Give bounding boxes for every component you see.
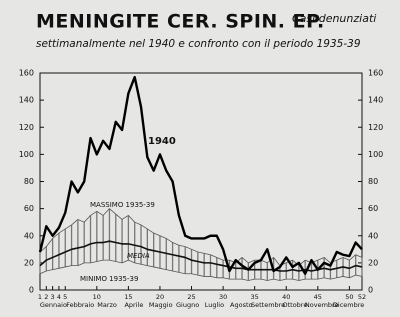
chart-title: MENINGITE CER. SPIN. EP.: [36, 11, 325, 33]
x-tick-label: 35: [251, 293, 259, 301]
series-1940-line: [38, 75, 363, 275]
series-label: 1940: [148, 136, 176, 147]
month-label: Novembre: [305, 301, 339, 309]
x-tick-label: 1: [38, 293, 42, 301]
x-tick-label: 50: [345, 293, 353, 301]
series-label: MEDIA: [127, 252, 150, 260]
mean-line: [39, 240, 363, 272]
month-label: Dicembre: [333, 301, 364, 309]
month-label: Ottobre: [282, 301, 307, 309]
month-label: Marzo: [97, 301, 117, 309]
y-tick-label: 20: [24, 258, 34, 267]
y-tick-label: 60: [24, 204, 34, 213]
y2-tick-label: 20: [368, 258, 378, 267]
y-tick-label: 0: [29, 286, 34, 295]
y2-tick-label: 100: [368, 150, 383, 159]
y2-tick-label: 60: [368, 204, 378, 213]
month-label: Giugno: [176, 301, 199, 309]
y2-tick-label: 120: [368, 123, 383, 132]
month-label: Luglio: [205, 301, 224, 309]
month-label: Maggio: [149, 301, 173, 309]
y2-tick-label: 140: [368, 96, 383, 105]
y-tick-label: 160: [19, 69, 34, 78]
y-tick-label: 120: [19, 123, 34, 132]
x-tick-label: 4: [57, 293, 61, 301]
x-tick-label: 15: [124, 293, 132, 301]
x-tick-label: 5: [63, 293, 67, 301]
x-tick-label: 10: [93, 293, 101, 301]
x-tick-label: 45: [314, 293, 322, 301]
series-label: MASSIMO 1935-39: [90, 201, 155, 209]
y2-tick-label: 0: [368, 286, 373, 295]
y-tick-label: 140: [19, 96, 34, 105]
month-label: Febbraio: [66, 301, 94, 309]
month-label: Gennaio: [40, 301, 67, 309]
y2-tick-label: 80: [368, 177, 378, 186]
series-label: MINIMO 1935-39: [80, 275, 138, 283]
y-tick-label: 100: [19, 150, 34, 159]
y-tick-label: 80: [24, 177, 34, 186]
x-tick-label: 20: [156, 293, 164, 301]
x-tick-label: 3: [51, 293, 55, 301]
x-tick-label: 25: [187, 293, 195, 301]
min-line: [39, 259, 363, 281]
x-tick-label: 40: [282, 293, 290, 301]
subtitle: settimanalmente nel 1940 e confronto con…: [36, 38, 361, 50]
month-label: Agosto: [230, 301, 252, 309]
month-label: Settembre: [251, 301, 285, 309]
max-line: [39, 208, 363, 266]
month-label: Aprile: [124, 301, 143, 309]
x-tick-label: 30: [219, 293, 227, 301]
y2-tick-label: 160: [368, 69, 383, 78]
title-note: Casi denunziati: [292, 12, 376, 25]
y2-tick-label: 40: [368, 231, 378, 240]
x-tick-label: 2: [44, 293, 48, 301]
y-tick-label: 40: [24, 231, 34, 240]
x-tick-label: 52: [358, 293, 366, 301]
